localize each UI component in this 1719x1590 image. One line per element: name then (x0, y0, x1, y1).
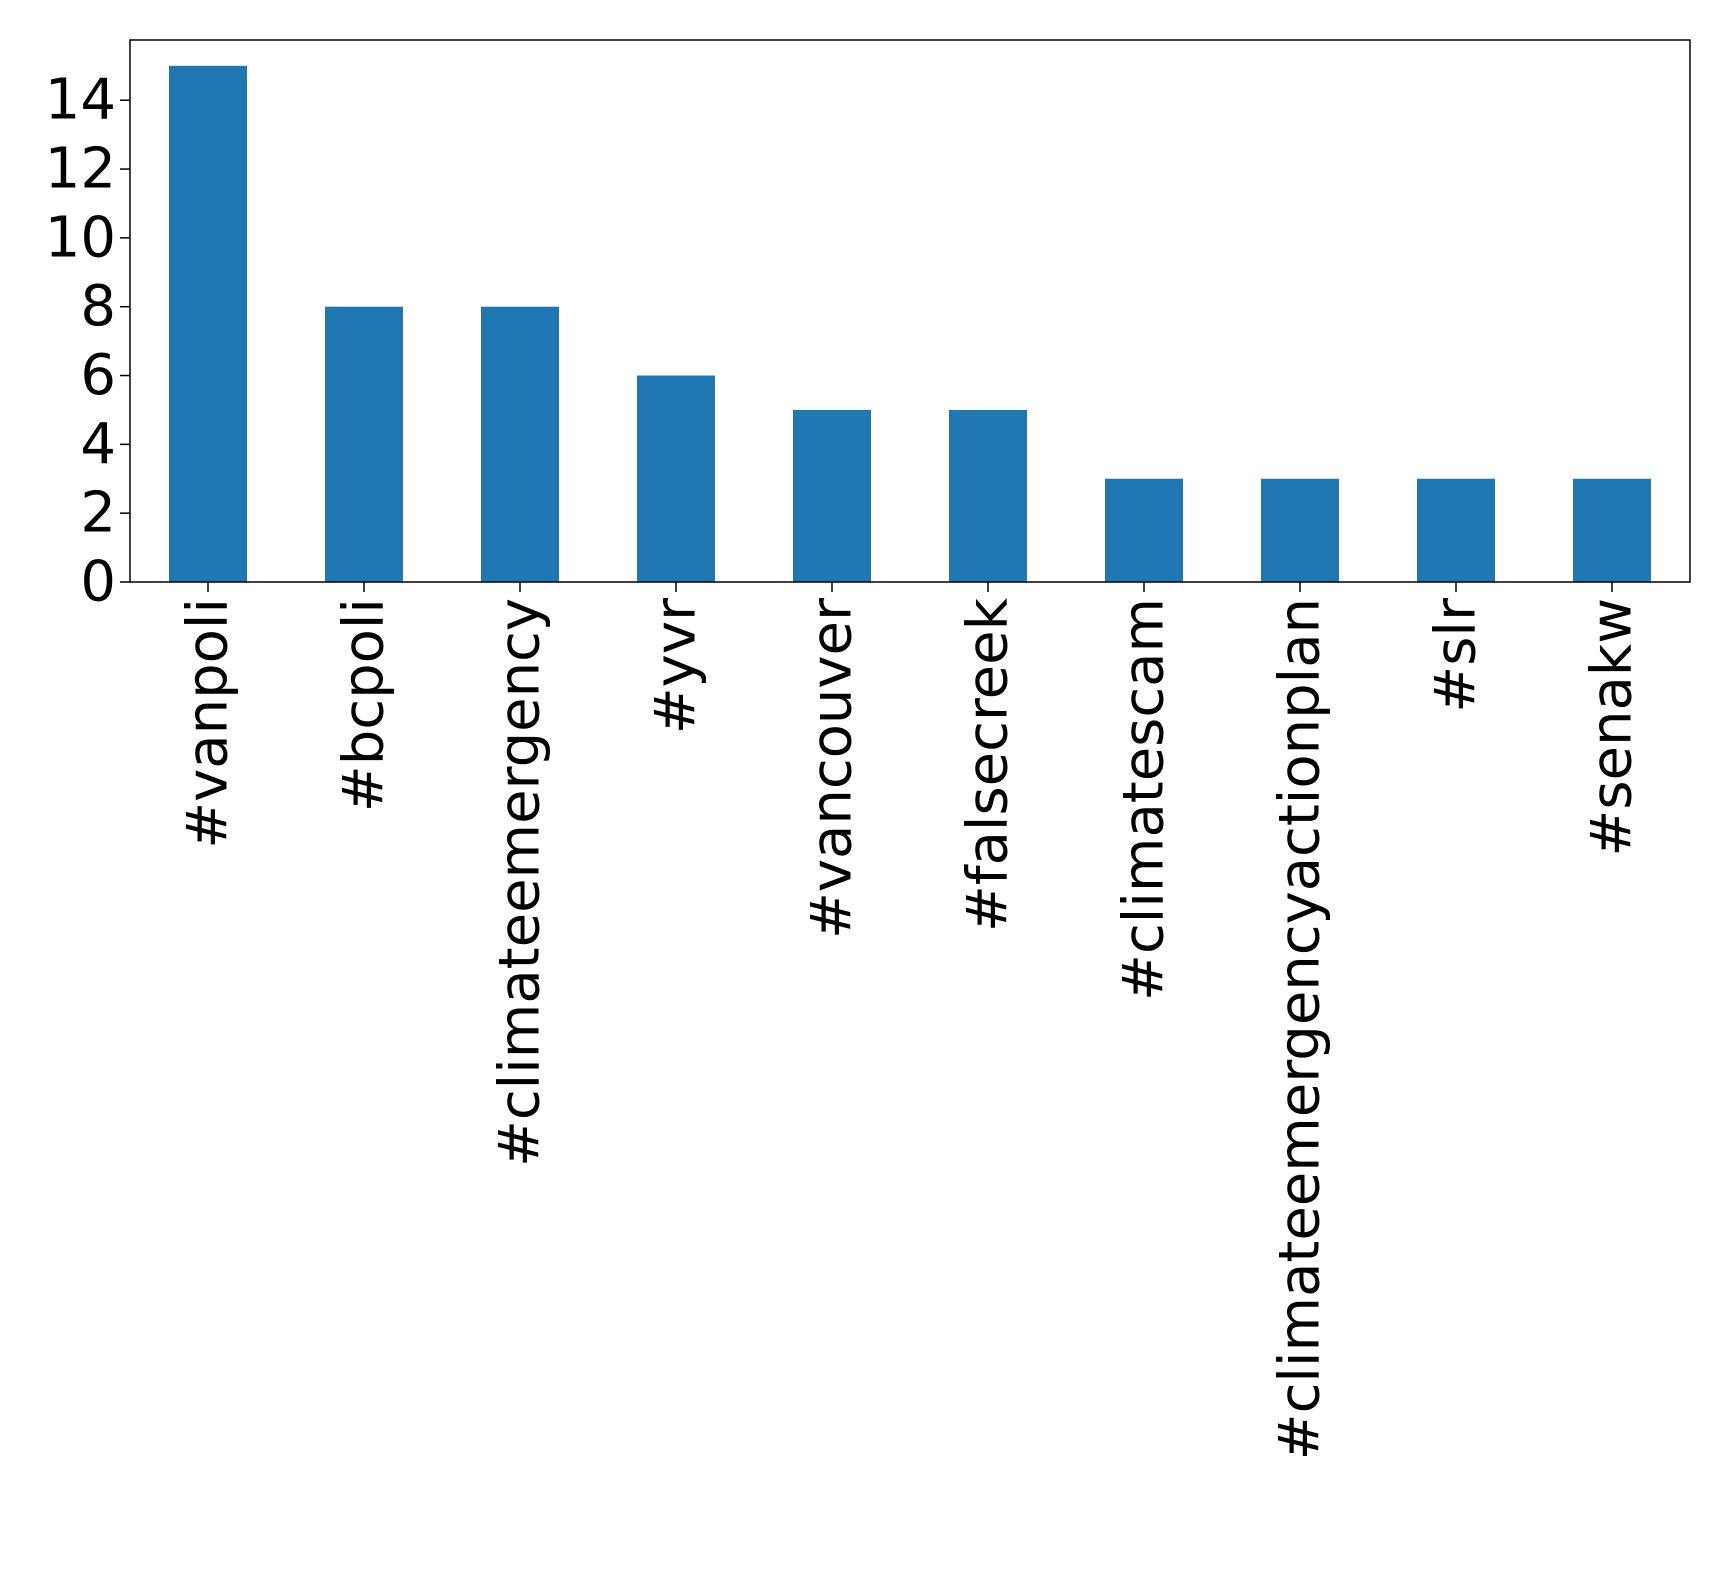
y-tick-label: 10 (45, 205, 116, 270)
y-tick-label: 6 (80, 343, 116, 408)
bar-slr (1417, 478, 1495, 582)
y-tick-label: 8 (80, 274, 116, 339)
x-tick-label: #climatescam (1112, 598, 1177, 1001)
y-tick-label: 14 (45, 68, 116, 133)
bar-falsecreek (949, 409, 1027, 582)
bar-vancouver (793, 409, 871, 582)
x-axis: #vanpoli #bcpoli #climateemergency #yvr #van… (176, 582, 1645, 1460)
y-tick-label: 12 (45, 137, 116, 202)
bar-senakw (1573, 478, 1651, 582)
bar-climateemergency (481, 306, 559, 582)
bar-bcpoli (325, 306, 403, 582)
y-tick-label: 0 (80, 550, 116, 615)
x-tick-label: #climateemergency (488, 598, 553, 1167)
x-tick-label: #vanpoli (176, 598, 241, 849)
x-tick-label: #climateemergencyactionplan (1268, 598, 1333, 1460)
x-tick-label: #vancouver (800, 597, 865, 939)
bars-group (169, 65, 1651, 583)
bar-climateemergencyactionplan (1261, 478, 1339, 582)
bar-yvr (637, 375, 715, 582)
x-tick-label: #slr (1424, 597, 1489, 713)
x-tick-label: #bcpoli (332, 598, 397, 812)
y-tick-label: 2 (80, 481, 116, 546)
x-tick-label: #falsecreek (956, 597, 1021, 932)
plot-frame (129, 39, 1691, 583)
x-tick-label: #yvr (644, 597, 709, 734)
bar-vanpoli (169, 65, 247, 583)
y-tick-label: 4 (80, 412, 116, 477)
x-tick-label: #senakw (1580, 598, 1645, 857)
bar-climatescam (1105, 478, 1183, 582)
